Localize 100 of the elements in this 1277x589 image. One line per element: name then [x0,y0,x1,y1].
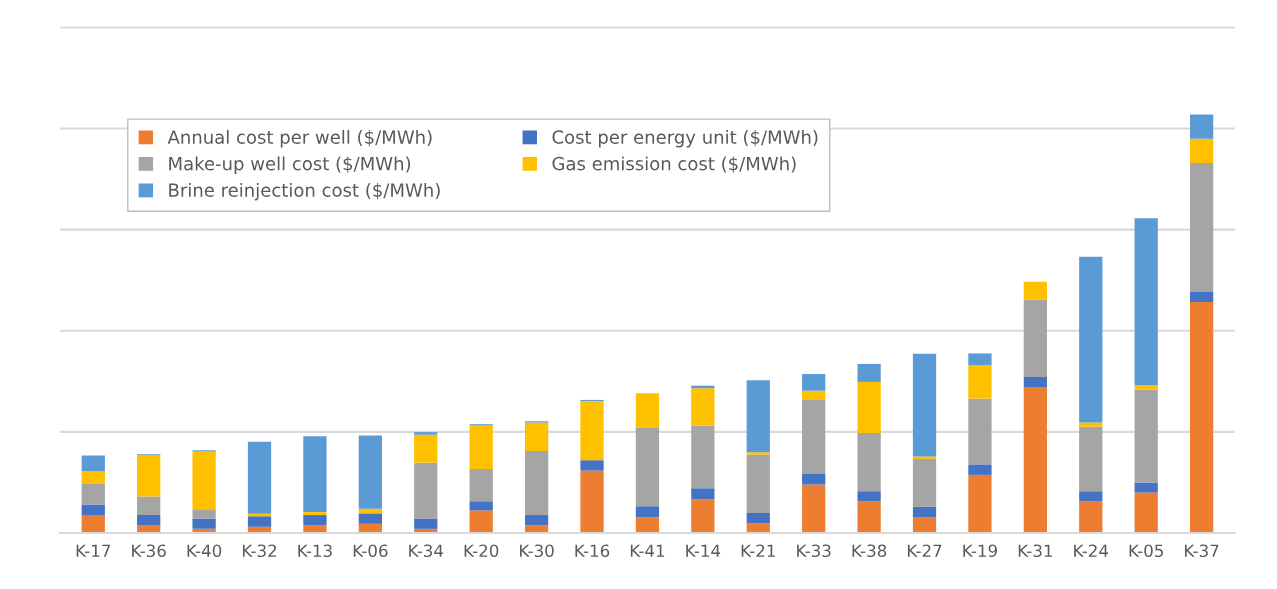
x-tick-label: K-36 [132,544,166,558]
bar [968,365,992,399]
bar [137,454,161,497]
x-tick-label: K-31 [1018,544,1053,558]
x-tick-label: K-27 [907,544,942,557]
bar [1134,385,1158,390]
bar [1079,501,1103,534]
bar [1134,492,1158,534]
x-tick-label: K-40 [187,544,222,558]
bar [1023,376,1047,387]
bar [1023,281,1047,300]
bar [192,509,216,519]
bar [1189,291,1214,302]
bar [802,390,826,400]
x-tick-label: K-33 [797,544,831,558]
bar [857,432,881,492]
bar [968,398,992,465]
bar [746,523,770,534]
bar [746,380,770,453]
legend-label: Brine reinjection cost ($/MWh) [169,182,440,201]
x-tick-label: K-24 [1074,544,1109,557]
bar [635,506,660,518]
legend-label: Make-up well cost ($/MWh) [169,156,411,174]
x-tick-label: K-19 [963,544,997,558]
x-tick-label: K-38 [852,544,887,558]
bar [635,393,660,428]
bar [691,488,715,500]
bar [524,422,549,451]
bar [1079,256,1103,423]
bar [192,451,216,510]
bar [912,456,937,459]
bar [1079,422,1103,427]
bar [469,501,493,511]
bar [857,381,881,433]
bar [137,496,161,516]
bar [1134,482,1158,493]
bar [414,518,438,529]
bar [746,454,770,513]
bar [1189,138,1214,163]
x-tick-label: K-20 [464,544,499,558]
bar [469,510,493,534]
x-tick-label: K-34 [409,544,444,558]
bar [247,516,272,527]
bar [912,458,937,507]
bar [1134,218,1158,386]
bar [1023,386,1047,534]
bar [746,512,770,524]
x-tick-label: K-05 [1129,544,1163,558]
bar [802,373,826,391]
bar [303,515,327,526]
bar [802,484,826,534]
bar [1189,301,1214,534]
bar [469,425,493,469]
x-tick-label: K-17 [76,544,111,557]
bar [691,388,715,426]
bar [358,513,382,524]
bar [524,515,549,526]
bar [1079,491,1103,502]
bar [524,450,549,516]
bar [968,474,992,534]
bar [857,363,881,382]
legend-label: Gas emission cost ($/MWh) [552,156,796,173]
bar [81,455,105,472]
bar [580,470,604,534]
bar [580,460,604,471]
bar [1189,162,1214,292]
x-tick-label: K-14 [686,544,721,557]
x-tick-label: K-16 [575,544,610,558]
bar [1134,389,1158,483]
x-tick-label: K-32 [242,544,277,558]
bar [968,353,992,366]
bar [81,504,105,516]
bar [303,512,327,516]
x-tick-label: K-37 [1185,544,1219,558]
bar [912,353,937,457]
bar [802,399,826,475]
bar [414,432,438,435]
bar [81,515,105,534]
bar [1189,114,1214,139]
bar [1023,299,1047,377]
x-tick-label: K-21 [741,544,775,557]
bar [469,468,493,502]
bar [247,441,272,514]
x-tick-label: K-30 [520,544,554,558]
x-tick-label: K-41 [630,544,665,557]
bar [414,462,438,519]
bar [1079,426,1103,492]
bar [303,436,327,513]
bar [635,517,660,534]
x-tick-label: K-06 [353,544,388,558]
bar [580,401,604,461]
legend-label: Cost per energy unit ($/MWh) [552,129,818,148]
bar [635,427,660,507]
bar [192,518,216,529]
bar [857,501,881,534]
bar [691,499,715,534]
bar [358,435,382,509]
bar [968,464,992,475]
bar [691,425,715,489]
bar [81,484,105,505]
